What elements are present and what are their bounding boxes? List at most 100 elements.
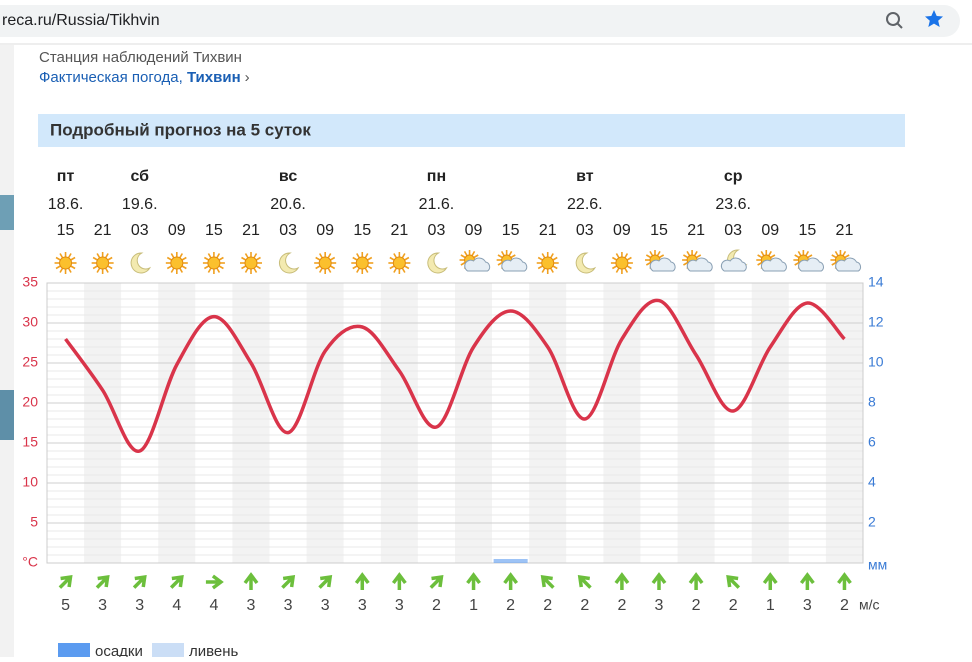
wind-speed: 4 <box>209 597 218 614</box>
sun-ray <box>805 250 810 257</box>
sun-ray <box>404 256 410 261</box>
column-band <box>158 283 196 563</box>
sun-ray <box>207 253 212 259</box>
sun-icon <box>91 252 114 274</box>
sun-ray <box>352 265 358 270</box>
sun-ray <box>624 253 629 259</box>
sun-ray <box>96 253 101 259</box>
legend-label: осадки <box>95 643 143 657</box>
sun-ray <box>757 261 763 266</box>
sun-ray <box>170 253 175 259</box>
moon-icon <box>575 252 597 274</box>
cloud-icon <box>720 257 747 272</box>
sun-ray <box>831 254 837 259</box>
bookmark-star[interactable] <box>925 10 943 27</box>
chevron: › <box>245 69 250 86</box>
wind-speed: 2 <box>580 597 589 614</box>
sun-icon <box>536 252 559 274</box>
sun-ray <box>842 250 847 257</box>
hour-label: 03 <box>724 222 742 239</box>
column-band <box>492 283 530 563</box>
station-title: Станция наблюдений Тихвин <box>39 49 242 66</box>
sun-ray <box>327 253 332 259</box>
sun-ray <box>166 256 173 261</box>
station-link[interactable]: Фактическая погода, Тихвин › <box>39 69 250 86</box>
plot-frame <box>46 282 864 564</box>
column-band <box>825 283 863 563</box>
sun-ray <box>537 265 543 270</box>
column-band <box>566 283 604 563</box>
sun-disc <box>392 256 406 270</box>
wind-arrow <box>503 572 519 590</box>
sun-ray <box>107 265 113 270</box>
wind-arrow <box>726 574 741 589</box>
sun-ray <box>181 265 187 270</box>
wind-arrow <box>577 574 592 589</box>
cloud-icon <box>760 257 787 272</box>
sun-ray <box>757 254 763 259</box>
y-tick-label: 25 <box>22 354 38 370</box>
sun-ray <box>367 265 373 270</box>
wind-arrow <box>58 574 73 589</box>
sun-ray <box>550 253 554 259</box>
sidebar <box>0 45 14 657</box>
wind-arrow <box>243 572 259 590</box>
link-city[interactable]: Тихвин <box>187 69 241 86</box>
hour-label: 15 <box>502 222 520 239</box>
y-tick-label: 30 <box>22 314 38 330</box>
day-date: 20.6. <box>270 196 306 213</box>
link-prefix[interactable]: Фактическая погода, <box>39 69 187 86</box>
url[interactable]: reca.ru/Russia/Tikhvin <box>2 12 160 29</box>
wind-speed: 2 <box>506 597 515 614</box>
sun-ray <box>241 256 247 261</box>
sun-ray <box>104 267 109 273</box>
address-bar[interactable] <box>0 5 960 37</box>
sun-ray <box>67 267 72 273</box>
sidebar-image <box>0 195 14 230</box>
y2-tick-label: 10 <box>868 354 884 370</box>
sun-ray <box>834 250 839 257</box>
hour-label: 09 <box>316 222 334 239</box>
sun-ray <box>356 267 360 273</box>
wind-arrow <box>132 574 147 589</box>
sun-ray <box>794 254 800 259</box>
hour-label: 15 <box>798 222 816 239</box>
sun-ray <box>218 265 224 270</box>
y-tick-label: 20 <box>22 394 38 410</box>
sun-ray <box>315 265 321 270</box>
sun-ray <box>541 267 546 273</box>
sun-ray <box>181 256 187 261</box>
column-band <box>603 283 641 563</box>
sun-ray <box>624 267 629 273</box>
sun-ray <box>92 265 98 270</box>
wind-arrow <box>799 572 815 590</box>
sun-ray <box>166 265 173 270</box>
sun-ray <box>768 250 772 257</box>
hour-label: 15 <box>353 222 371 239</box>
sun-ray <box>356 253 360 259</box>
hour-label: 21 <box>242 222 260 239</box>
y2-tick-label: 14 <box>868 274 884 290</box>
sun-ray <box>318 267 323 273</box>
sun-ray <box>541 253 546 259</box>
legend-swatch <box>152 643 184 657</box>
column-band <box>121 283 159 563</box>
legend-swatch <box>58 643 90 657</box>
y2-tick-label: 12 <box>868 314 884 330</box>
wind-arrow <box>837 572 852 590</box>
wind-arrow <box>762 572 778 590</box>
cloud-icon <box>501 257 528 272</box>
zoom-icon[interactable] <box>886 12 900 26</box>
sun-ray <box>404 265 410 270</box>
sun-ray <box>315 256 321 261</box>
day-date: 23.6. <box>715 196 751 213</box>
hour-label: 21 <box>836 222 854 239</box>
column-band <box>677 283 715 563</box>
sun-ray <box>92 256 98 261</box>
sun-disc <box>59 256 73 270</box>
column-band <box>195 283 233 563</box>
sun-ray <box>656 250 661 257</box>
sun-ray <box>508 250 513 257</box>
hour-label: 09 <box>761 222 779 239</box>
